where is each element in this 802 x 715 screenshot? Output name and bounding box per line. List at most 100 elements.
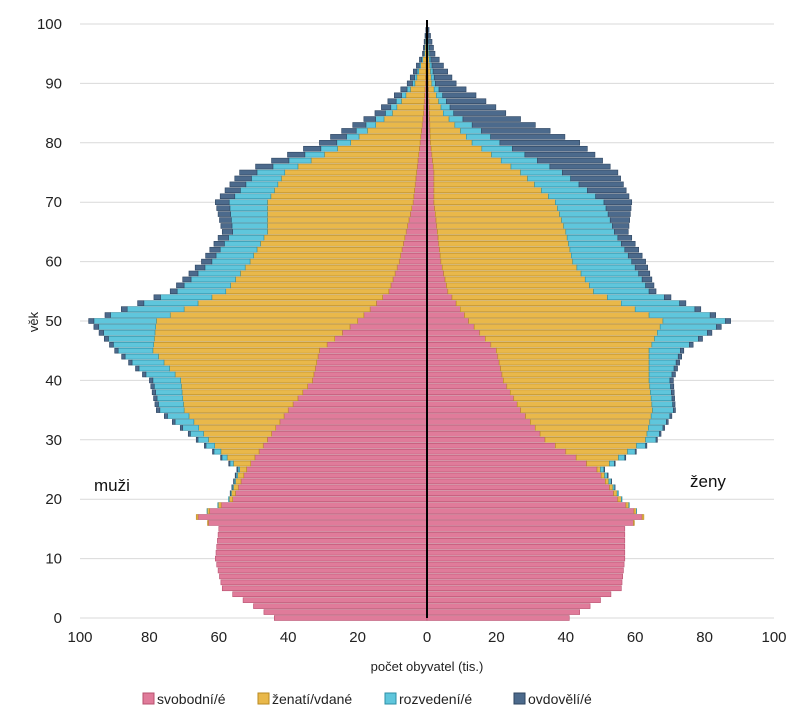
bar-women-single — [426, 199, 435, 205]
bar-women-widowed — [638, 270, 651, 277]
bar-women-widowed — [611, 223, 630, 229]
bar-women-divorced — [636, 442, 646, 449]
bar-men-divorced — [288, 157, 312, 164]
bar-women-divorced — [650, 413, 671, 419]
bar-men-widowed — [413, 68, 418, 75]
bar-men-widowed — [271, 157, 290, 164]
y-tick-label: 60 — [45, 254, 62, 271]
bar-women-divorced — [491, 151, 526, 158]
bar-women-divorced — [520, 169, 563, 176]
bar-women-widowed — [648, 288, 657, 295]
bar-men-single — [215, 555, 428, 562]
bar-women-married — [586, 460, 610, 467]
bar-men-divorced — [108, 336, 155, 342]
bar-women-married — [428, 92, 437, 99]
y-tick-label: 100 — [37, 16, 62, 33]
bar-men-divorced — [346, 134, 360, 140]
bar-women-widowed — [624, 454, 627, 461]
bar-women-divorced — [618, 454, 626, 461]
bar-women-widowed — [499, 140, 580, 146]
bar-women-widowed — [432, 68, 448, 75]
bar-women-widowed — [490, 134, 566, 140]
bar-women-divorced — [652, 407, 674, 413]
bar-men-single — [418, 151, 428, 158]
bar-women-divorced — [563, 223, 613, 229]
bar-men-divorced — [138, 365, 170, 372]
bar-women-single — [426, 413, 526, 419]
bar-men-divorced — [197, 437, 209, 443]
bar-women-married — [509, 389, 651, 396]
bar-men-married — [214, 442, 264, 449]
bar-women-single — [426, 615, 570, 621]
bar-men-single — [217, 567, 428, 574]
bar-women-divorced — [662, 318, 726, 324]
bar-men-single — [396, 264, 428, 271]
legend-swatch-widowed — [513, 692, 526, 705]
bar-women-married — [468, 318, 664, 324]
bar-men-single — [405, 229, 428, 235]
bar-women-married — [490, 341, 653, 348]
x-tick-label: 80 — [141, 629, 158, 646]
bar-women-widowed — [669, 413, 673, 419]
bar-women-married — [434, 205, 558, 211]
bar-men-married — [256, 246, 403, 253]
bar-women-widowed — [524, 151, 596, 158]
bar-women-single — [426, 466, 598, 473]
bar-women-divorced — [448, 116, 464, 122]
bar-women-divorced — [568, 241, 622, 247]
bar-men-married — [169, 365, 316, 372]
bar-men-single — [326, 341, 428, 348]
bar-men-single — [392, 276, 428, 283]
bar-women-divorced — [651, 401, 673, 407]
bar-men-married — [297, 163, 418, 170]
bar-men-married — [277, 181, 416, 188]
bar-women-single — [426, 514, 643, 520]
bar-men-married — [220, 448, 260, 455]
bar-women-married — [437, 235, 568, 241]
bar-men-married — [197, 300, 377, 306]
bar-women-widowed — [689, 341, 694, 348]
bar-women-widowed — [587, 187, 627, 194]
bar-women-single — [426, 353, 499, 360]
bar-men-widowed — [233, 478, 235, 485]
bar-men-widowed — [188, 270, 199, 277]
bar-women-widowed — [453, 110, 507, 116]
bar-women-single — [426, 330, 481, 336]
bar-men-married — [418, 68, 426, 75]
bar-men-married — [181, 389, 304, 396]
bar-men-divorced — [190, 276, 236, 283]
bar-women-divorced — [648, 425, 664, 431]
bar-men-divorced — [110, 312, 171, 318]
bar-women-married — [613, 490, 618, 497]
legend-label-married: ženatí/vdané — [272, 691, 352, 707]
bar-men-divorced — [304, 151, 325, 158]
bar-women-divorced — [557, 205, 607, 211]
bar-women-single — [426, 454, 577, 461]
bar-women-widowed — [603, 466, 605, 473]
bar-women-married — [605, 478, 610, 485]
bar-men-single — [274, 615, 428, 621]
bar-men-single — [398, 258, 428, 265]
bar-men-widowed — [194, 264, 206, 271]
bar-men-married — [263, 235, 406, 241]
bar-women-widowed — [664, 294, 672, 301]
bar-men-married — [253, 252, 401, 259]
bar-women-single — [426, 324, 475, 330]
bar-men-widowed — [228, 460, 231, 467]
bar-women-widowed — [614, 460, 616, 467]
bar-women-widowed — [672, 401, 676, 407]
bar-women-married — [513, 395, 652, 401]
x-tick-label: 40 — [557, 629, 574, 646]
bar-women-married — [447, 288, 594, 295]
bar-men-single — [410, 211, 428, 217]
bar-women-single — [426, 217, 437, 223]
bar-women-widowed — [677, 353, 682, 360]
bar-women-married — [444, 276, 586, 283]
bar-men-single — [357, 318, 428, 324]
bar-men-widowed — [153, 294, 161, 301]
bar-men-divorced — [230, 211, 268, 217]
bar-women-divorced — [566, 235, 619, 241]
bar-women-widowed — [621, 241, 636, 247]
bar-women-divorced — [576, 264, 636, 271]
bar-men-widowed — [341, 128, 357, 134]
